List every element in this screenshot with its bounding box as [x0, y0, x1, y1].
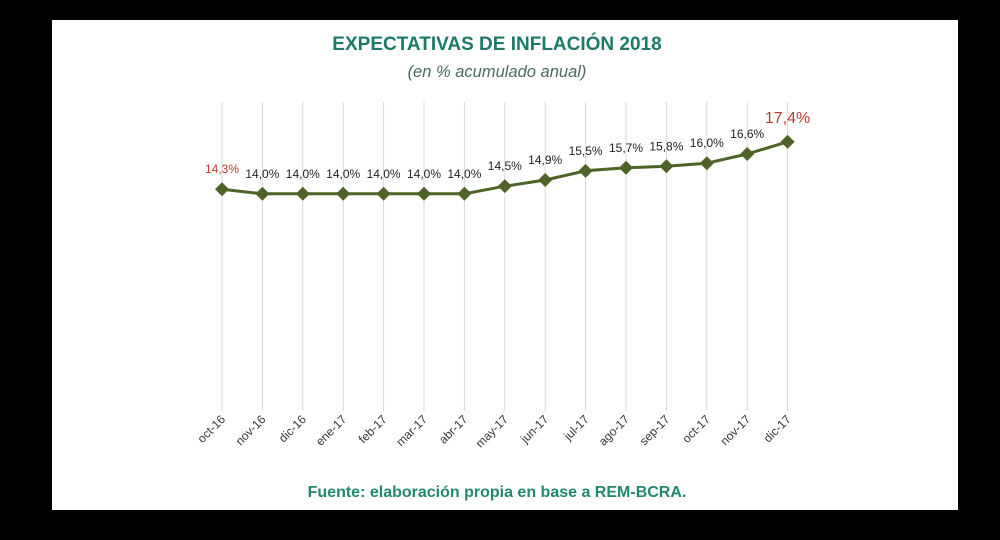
data-label: 14,0% [407, 167, 441, 181]
x-tick-label: mar-17 [393, 412, 430, 449]
data-point-marker [215, 182, 229, 197]
chart-subtitle: (en % acumulado anual) [407, 63, 587, 81]
x-tick-label: oct-17 [679, 412, 713, 446]
x-tick-label: may-17 [473, 412, 511, 450]
x-tick-label: jun-17 [517, 412, 551, 446]
data-label: 14,0% [286, 167, 320, 181]
data-point-marker [699, 156, 714, 171]
data-point-marker [255, 186, 270, 201]
data-point-markers [215, 134, 795, 201]
data-point-marker [578, 163, 593, 178]
x-axis-tick-labels: oct-16 nov-16 dic-16 ene-17 feb-17 mar-17 abr-… [195, 412, 794, 450]
data-label: 14,9% [528, 153, 562, 167]
data-point-marker [780, 134, 795, 149]
data-point-marker [740, 147, 755, 162]
chart-title: EXPECTATIVAS DE INFLACIÓN 2018 [332, 34, 662, 55]
data-label: 14,3% [205, 162, 239, 176]
x-tick-label: feb-17 [356, 412, 390, 446]
x-tick-label: jul-17 [560, 412, 592, 444]
data-point-marker [336, 186, 351, 201]
data-label: 15,8% [649, 139, 683, 153]
data-labels: 14,3% 14,0% 14,0% 14,0% 14,0% 14,0% 14,0% 14,5%… [205, 110, 810, 181]
data-point-marker [538, 173, 553, 188]
data-point-marker [497, 179, 512, 194]
data-label: 14,0% [367, 167, 401, 181]
data-label: 15,7% [609, 141, 643, 155]
data-label: 16,0% [690, 136, 724, 150]
data-point-marker [457, 186, 472, 201]
x-tick-label: oct-16 [195, 412, 229, 446]
x-tick-label: abr-17 [436, 412, 471, 447]
data-label: 17,4% [765, 110, 810, 127]
data-point-marker [376, 186, 391, 201]
data-label: 14,0% [245, 167, 279, 181]
data-label: 14,0% [447, 167, 481, 181]
x-tick-label: dic-16 [276, 412, 309, 445]
x-tick-label: sep-17 [637, 412, 673, 448]
x-tick-label: nov-17 [717, 412, 753, 448]
source-note: Fuente: elaboración propia en base a REM… [307, 484, 687, 501]
vertical-gridlines [221, 102, 789, 411]
data-label: 14,0% [326, 167, 360, 181]
data-label: 16,6% [730, 127, 764, 141]
x-tick-label: ago-17 [596, 412, 633, 449]
data-point-marker [659, 159, 674, 174]
data-point-marker [295, 186, 310, 201]
data-point-marker [417, 186, 431, 201]
data-label: 14,5% [488, 159, 522, 173]
x-tick-label: nov-16 [233, 412, 269, 448]
x-tick-label: dic-17 [761, 412, 794, 445]
x-tick-label: ene-17 [313, 412, 350, 449]
data-label: 15,5% [569, 144, 603, 158]
data-point-marker [619, 160, 633, 175]
